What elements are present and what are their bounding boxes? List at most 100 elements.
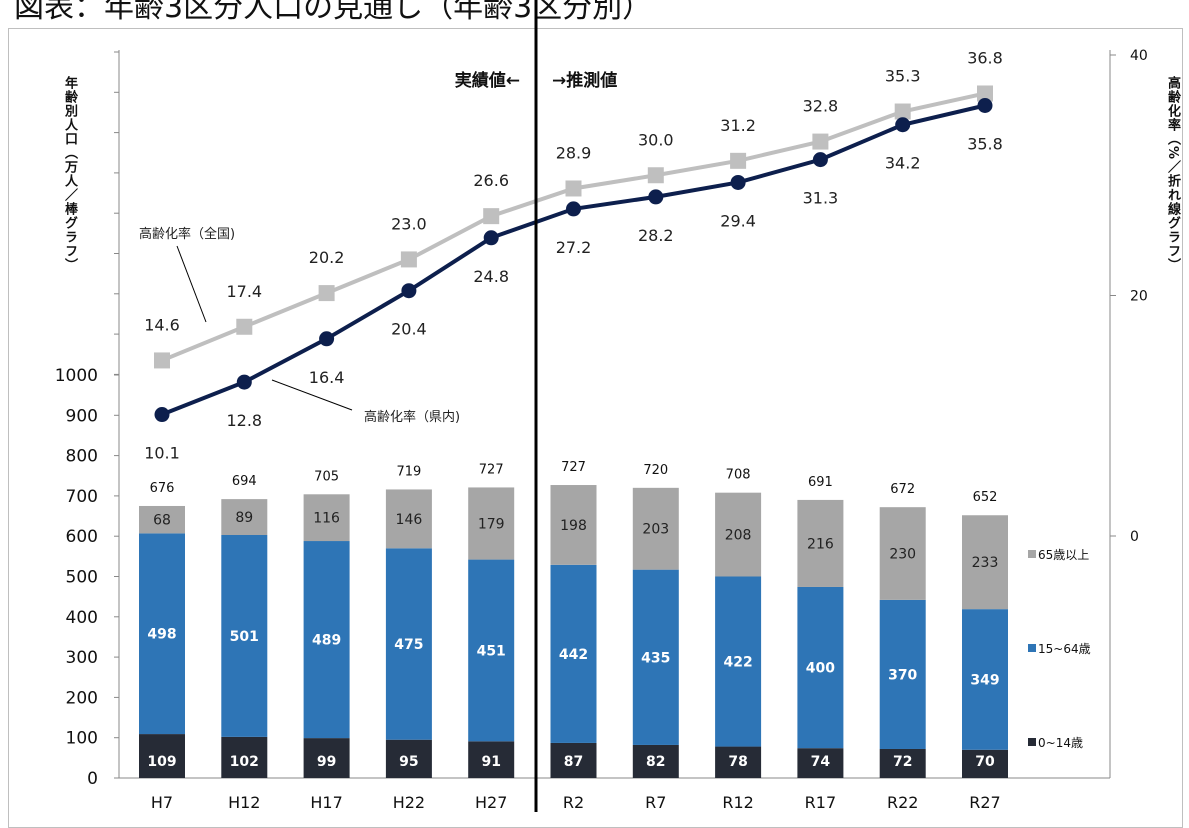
line-label-national: 14.6 [144, 315, 180, 334]
line-label-national: 26.6 [473, 171, 509, 190]
bar-segment-65-plus [632, 487, 679, 570]
bar-segment-15-64 [221, 534, 268, 737]
bar-value-label: 475 [394, 637, 423, 653]
bar-value-label: 233 [972, 555, 999, 571]
bar-segment-15-64 [550, 564, 597, 743]
axes-group: 0 100 200 300 400 500 600 700 800 900 1000 0 20 40 [55, 48, 1148, 789]
bar-value-label: 74 [811, 754, 831, 770]
labels-group: 109 498 68 676 H7 102 501 89 694 H12 99 489 116 705 H1… [144, 48, 1003, 812]
bar-total-label: 719 [396, 464, 421, 479]
y-axis-tick-label: 0 [87, 769, 98, 789]
bar-value-label: 370 [888, 667, 917, 683]
bar-value-label: 422 [723, 655, 752, 671]
bar-segment-0-14 [715, 746, 762, 778]
bar-value-label: 198 [560, 518, 587, 534]
bar-segment-0-14 [303, 738, 350, 778]
bar-segment-0-14 [879, 748, 926, 778]
y-axis-tick-label: 700 [66, 487, 98, 507]
bar-segment-15-64 [797, 586, 844, 749]
y-axis-tick-label: 100 [66, 729, 98, 749]
bar-total-label: 727 [561, 460, 586, 475]
bar-value-label: 498 [147, 627, 176, 643]
point-prefecture [895, 117, 911, 133]
prefecture-callout-leader [271, 379, 353, 411]
legend-label-65-plus: 65歳以上 [1038, 548, 1089, 562]
bar-total-label: 652 [973, 490, 998, 505]
bar-value-label: 400 [806, 661, 835, 677]
bar-segment-65-plus [715, 492, 762, 577]
point-national [977, 85, 993, 102]
bar-total-label: 672 [890, 482, 915, 497]
bar-value-label: 99 [317, 754, 336, 770]
bar-segment-65-plus [385, 489, 432, 549]
bar-segment-0-14 [221, 736, 268, 778]
line-label-prefecture: 28.2 [638, 226, 674, 245]
y-axis-tick-label: 500 [66, 568, 98, 588]
bar-segment-15-64 [962, 609, 1008, 750]
point-prefecture [401, 283, 417, 299]
bar-segment-15-64 [385, 548, 432, 740]
bar-segment-65-plus [962, 515, 1008, 610]
y2-axis-tick-label: 0 [1130, 529, 1139, 545]
bar-segment-15-64 [632, 569, 679, 745]
bar-value-label: 78 [728, 754, 747, 770]
x-axis-tick-label: R7 [645, 793, 666, 812]
point-prefecture [236, 374, 252, 390]
x-axis-tick-label: R27 [969, 793, 1000, 812]
point-prefecture [648, 189, 664, 205]
bar-segment-15-64 [139, 533, 185, 735]
point-prefecture [319, 331, 335, 347]
y-axis-title: 年齢別人口（万人／棒グラフ） [62, 76, 77, 272]
line-label-prefecture: 16.4 [309, 368, 345, 387]
line-label-prefecture: 34.2 [885, 154, 921, 173]
bar-segment-0-14 [139, 734, 185, 778]
y-axis-tick-label: 300 [66, 648, 98, 668]
point-national [236, 318, 253, 335]
x-axis-tick-label: H22 [393, 793, 425, 812]
bar-total-label: 708 [726, 468, 751, 483]
bar-segment-65-plus [468, 487, 515, 560]
bar-total-label: 720 [643, 463, 668, 478]
legend-swatch-65-plus [1028, 550, 1036, 558]
line-label-national: 17.4 [226, 282, 262, 301]
bar-value-label: 451 [477, 643, 506, 659]
prefecture-callout: 高齢化率（県内) [364, 409, 460, 425]
bar-total-label: 676 [150, 481, 175, 496]
line-label-prefecture: 12.8 [226, 411, 262, 430]
lines-group [154, 85, 993, 423]
point-national [400, 251, 417, 268]
line-label-national: 28.9 [556, 143, 592, 162]
bar-total-label: 694 [232, 474, 257, 489]
point-prefecture [566, 201, 581, 217]
bar-value-label: 203 [642, 522, 669, 538]
y-axis-tick-label: 1000 [55, 366, 98, 386]
y2-axis-tick-label: 40 [1130, 48, 1148, 64]
bar-value-label: 89 [235, 510, 253, 526]
bar-value-label: 72 [893, 754, 912, 770]
legend-label-15-64: 15~64歳 [1038, 642, 1091, 656]
bar-value-label: 91 [481, 754, 500, 770]
bar-value-label: 501 [230, 629, 259, 645]
actual-label: 実績値← [455, 70, 520, 91]
y-axis-tick-label: 200 [66, 688, 98, 708]
line-label-prefecture: 29.4 [720, 211, 756, 230]
legend-swatch-0-14 [1028, 738, 1036, 746]
line-label-prefecture: 24.8 [473, 267, 509, 286]
bar-value-label: 489 [312, 633, 341, 649]
y-axis-tick-label: 900 [66, 406, 98, 426]
bar-value-label: 230 [889, 547, 916, 563]
bar-value-label: 216 [807, 536, 834, 552]
point-prefecture [154, 407, 170, 423]
bar-segment-15-64 [468, 559, 515, 742]
bar-value-label: 146 [396, 512, 423, 528]
x-axis-tick-label: R2 [563, 793, 584, 812]
bar-segment-0-14 [468, 741, 515, 778]
x-axis-tick-label: H12 [228, 793, 260, 812]
line-label-prefecture: 10.1 [144, 444, 180, 463]
point-national [812, 133, 829, 150]
line-label-national: 23.0 [391, 214, 427, 233]
bar-segment-0-14 [632, 744, 679, 778]
bar-value-label: 68 [153, 513, 171, 529]
